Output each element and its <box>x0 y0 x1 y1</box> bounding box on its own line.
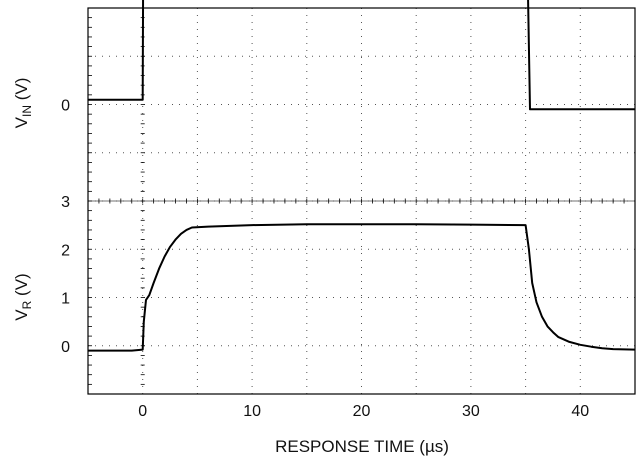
vin-ylabel-unit: (V) <box>12 78 31 105</box>
vr-trace <box>88 223 636 352</box>
x-tick-label: 10 <box>243 403 261 420</box>
traces <box>88 0 636 352</box>
vr-tick-label: 2 <box>61 242 70 259</box>
plot-frame <box>87 7 636 395</box>
plot-border <box>87 7 636 395</box>
vr-ylabel-sub: R <box>20 300 34 309</box>
vin-ylabel-sub: IN <box>20 105 34 117</box>
vr-axis-label: VR (V) <box>12 273 34 320</box>
vr-tick-label: 0 <box>61 339 70 356</box>
vr-ylabel-main: V <box>12 309 31 321</box>
x-tick-label: 30 <box>462 403 480 420</box>
vin-trace <box>88 0 635 111</box>
vin-axis-label: VIN (V) <box>12 78 34 129</box>
vr-ylabel-unit: (V) <box>12 273 31 300</box>
vr-tick-label: 1 <box>61 291 70 308</box>
x-tick-label: 0 <box>138 403 147 420</box>
x-axis-title: RESPONSE TIME (µs) <box>275 437 449 456</box>
vr-tick-label: 3 <box>61 194 70 211</box>
x-tick-label: 20 <box>353 403 371 420</box>
tick-labels: 050123010203040 <box>61 98 589 421</box>
x-tick-label: 40 <box>571 403 589 420</box>
vin-ylabel-main: V <box>12 116 31 128</box>
vin-tick-label: 0 <box>61 98 70 115</box>
grid <box>87 7 636 395</box>
